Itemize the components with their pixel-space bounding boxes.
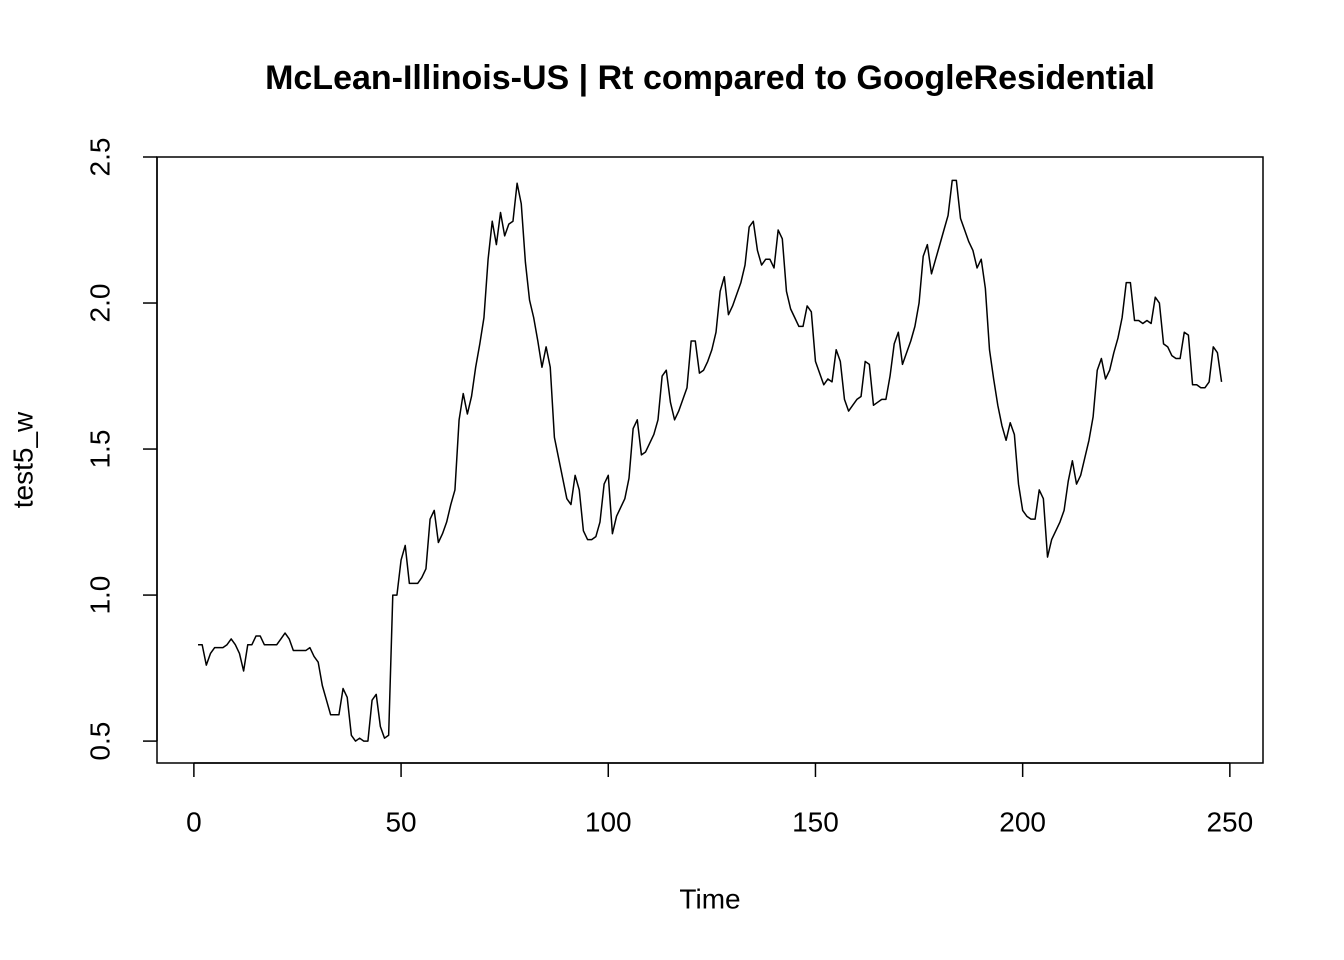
y-axis-label: test5_w <box>7 411 38 508</box>
x-tick-label: 150 <box>792 806 839 837</box>
y-tick-label: 0.5 <box>84 722 115 761</box>
x-axis-label: Time <box>679 883 740 914</box>
chart-title: McLean-Illinois-US | Rt compared to Goog… <box>265 59 1155 97</box>
x-tick-label: 0 <box>186 806 202 837</box>
x-tick-label: 250 <box>1206 806 1253 837</box>
data-line <box>198 179 1223 742</box>
x-tick-label: 100 <box>585 806 632 837</box>
y-tick-label: 2.0 <box>84 284 115 323</box>
y-tick-label: 1.0 <box>84 576 115 615</box>
x-tick-label: 200 <box>999 806 1046 837</box>
y-tick-label: 1.5 <box>84 430 115 469</box>
x-tick-label: 50 <box>385 806 416 837</box>
y-tick-label: 2.5 <box>84 138 115 177</box>
